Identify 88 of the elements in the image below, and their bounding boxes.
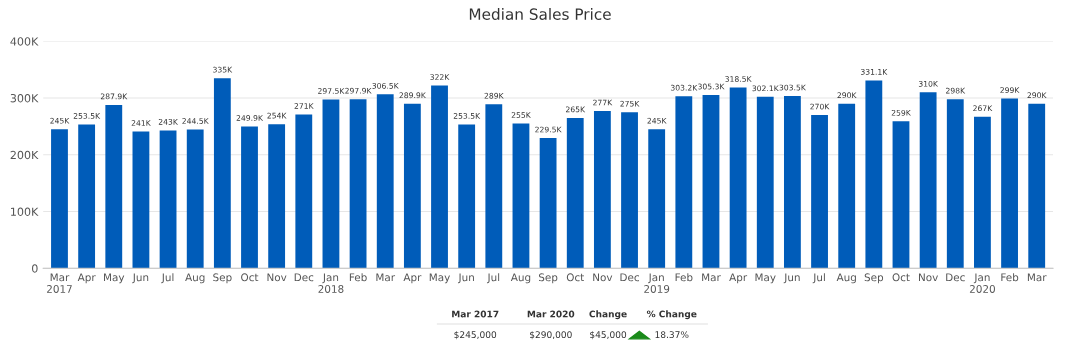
x-tick-label: Jun: [783, 273, 800, 284]
x-tick-label: Jun: [132, 273, 149, 284]
text: Mar 2020: [527, 310, 575, 318]
text: $45,000: [590, 331, 627, 340]
x-tick-label: Nov: [918, 273, 938, 282]
bar: [974, 116, 991, 269]
x-tick-label: Mar: [1027, 273, 1047, 282]
x-tick-label: May: [104, 273, 125, 284]
text: Mar 2017: [452, 310, 499, 318]
bar: [811, 115, 828, 269]
bar: [919, 92, 937, 269]
x-tick-label: Oct: [566, 273, 584, 282]
x-tick-label: Mar: [376, 273, 396, 282]
bar: [1001, 98, 1018, 269]
x-tick-label: Jul: [161, 273, 174, 284]
x-tick-label: Nov: [267, 273, 287, 282]
x-tick-label: Jan 2019: [644, 273, 670, 293]
x-tick-label: Sep: [538, 273, 558, 284]
x-tick-label: Oct: [241, 273, 259, 282]
x-tick-label: Aug: [836, 273, 856, 284]
bar: [349, 99, 367, 269]
bar: [566, 117, 584, 269]
bar: [783, 96, 801, 269]
x-tick-label: Oct: [892, 273, 910, 282]
x-tick-label: Jul: [486, 273, 500, 284]
bar: [702, 95, 720, 269]
bar: [241, 126, 258, 269]
x-tick-label: Jul: [812, 273, 825, 284]
x-tick-label: Nov: [593, 273, 613, 282]
x-tick-label: May: [755, 273, 776, 284]
bar: [78, 124, 96, 269]
x-tick-label: Jan 2018: [318, 273, 344, 293]
bar: [376, 94, 394, 269]
text: Change: [589, 310, 627, 320]
x-tick-label: Aug: [510, 273, 531, 284]
x-tick-label: Apr: [729, 273, 748, 284]
bar: [865, 80, 883, 269]
bar: [159, 130, 177, 269]
x-tick-label: Jun: [457, 273, 474, 284]
x-tick-label: Feb: [1001, 273, 1019, 282]
y-tick-label: 300K: [10, 94, 39, 103]
bar: [648, 129, 666, 269]
bar: [675, 96, 693, 269]
bar: [268, 124, 286, 269]
x-tick-label: Dec: [620, 273, 639, 282]
y-tick-label: 400K: [10, 37, 39, 46]
bar: [892, 121, 910, 269]
bar: [756, 96, 774, 269]
x-tick-label: Jan 2020: [969, 273, 995, 293]
bar: [186, 129, 204, 269]
chart-title: Median Sales Price: [469, 8, 611, 20]
text: $290,000: [530, 331, 572, 340]
y-tick-label: 200K: [10, 150, 39, 160]
x-tick-label: Dec: [294, 273, 314, 282]
bar: [403, 103, 421, 269]
bar: [322, 99, 340, 269]
x-tick-label: Sep: [864, 273, 884, 284]
bar: [295, 114, 313, 269]
bar: [213, 78, 231, 269]
x-tick-label: Apr: [403, 273, 422, 284]
bar: [485, 104, 503, 269]
bar: [105, 104, 123, 269]
bar: [539, 138, 557, 269]
text: $245,000: [454, 331, 497, 340]
bar: [132, 131, 150, 269]
bar: [838, 103, 856, 269]
x-tick-label: May: [429, 273, 450, 284]
x-tick-label: Feb: [675, 273, 693, 282]
x-tick-label: Feb: [349, 273, 367, 282]
bar: [729, 87, 747, 269]
x-tick-label: Apr: [77, 273, 96, 284]
x-tick-label: Mar: [702, 273, 721, 282]
x-tick-label: Sep: [213, 273, 232, 284]
x-tick-label: Aug: [185, 273, 205, 284]
bar: [621, 112, 638, 269]
text: 18.37%: [655, 331, 689, 339]
bar: [1028, 103, 1046, 269]
bar: [431, 85, 448, 269]
bar: [51, 129, 68, 269]
y-tick-label: 100K: [11, 207, 39, 216]
bar: [512, 123, 530, 269]
x-tick-label: Dec: [946, 273, 965, 282]
bar: [458, 124, 476, 269]
bar: [946, 99, 964, 269]
text: % Change: [646, 310, 697, 320]
y-tick-label: 0: [32, 264, 38, 273]
bar: [593, 111, 611, 269]
x-tick-label: Mar 2017: [47, 273, 72, 293]
